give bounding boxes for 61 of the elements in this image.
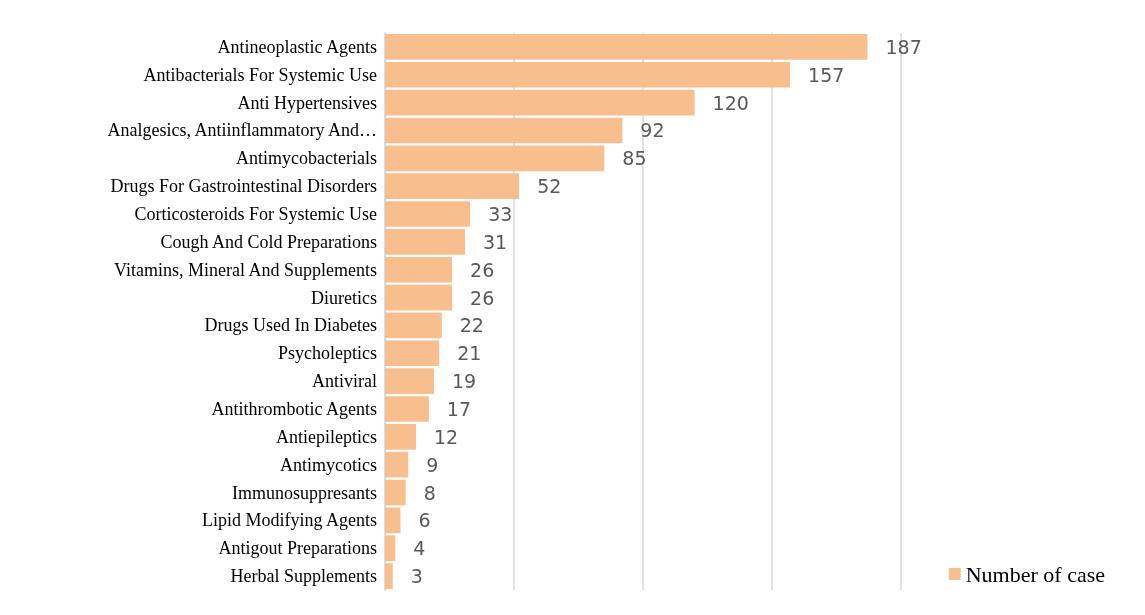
- bar: [385, 535, 396, 562]
- y-tick-label: Antibacterials For Systemic Use: [143, 64, 377, 85]
- bar: [385, 340, 440, 367]
- y-tick-label: Antigout Preparations: [218, 538, 377, 559]
- y-tick-label: Drugs Used In Diabetes: [204, 315, 377, 336]
- y-tick-label: Drugs For Gastrointestinal Disorders: [110, 176, 377, 197]
- y-tick-label: Herbal Supplements: [230, 566, 377, 587]
- bar: [385, 424, 416, 450]
- data-label: 157: [808, 63, 845, 86]
- data-label: 92: [640, 119, 665, 142]
- data-label: 17: [446, 397, 472, 420]
- bar: [385, 479, 406, 506]
- y-tick-label: Cough And Cold Preparations: [160, 231, 377, 252]
- y-tick-label: Lipid Modifying Agents: [202, 510, 377, 531]
- bar: [385, 117, 623, 144]
- data-label: 9: [426, 453, 439, 476]
- data-label: 8: [423, 481, 436, 504]
- bar: [385, 173, 520, 199]
- data-label: 187: [885, 35, 922, 58]
- bar: [385, 507, 401, 534]
- data-label: 26: [470, 286, 495, 309]
- bar: [385, 145, 605, 172]
- y-tick-label: Analgesics, Antiinflammatory And…: [107, 120, 377, 141]
- bar: [385, 396, 429, 422]
- bar: [385, 201, 471, 227]
- data-label: 52: [537, 175, 562, 198]
- bar: [385, 229, 465, 255]
- data-label: 4: [413, 537, 426, 560]
- y-tick-label: Psycholeptics: [278, 343, 377, 364]
- bar: [385, 61, 791, 88]
- bar: [385, 368, 435, 394]
- y-tick-label: Antiviral: [312, 371, 377, 392]
- y-tick-label: Antiepileptics: [276, 426, 377, 447]
- bar: [385, 284, 453, 311]
- y-tick-label: Corticosteroids For Systemic Use: [134, 204, 378, 225]
- data-label: 21: [457, 342, 482, 365]
- data-label: 6: [418, 509, 431, 532]
- data-label: 3: [410, 565, 423, 588]
- data-label: 120: [712, 91, 749, 114]
- bar: [385, 34, 868, 60]
- data-label: 26: [470, 258, 495, 281]
- y-tick-label: Diuretics: [311, 287, 377, 308]
- data-label: 85: [622, 147, 647, 170]
- bar: [385, 451, 409, 478]
- legend-label: Number of case: [965, 561, 1106, 587]
- y-tick-label: Immunosuppresants: [232, 482, 377, 503]
- data-label: 19: [452, 370, 477, 393]
- y-tick-label: Antimycotics: [280, 454, 377, 475]
- bar: [385, 89, 695, 116]
- y-tick-label: Antithrombotic Agents: [211, 398, 377, 419]
- y-tick-label: Vitamins, Mineral And Supplements: [114, 259, 377, 280]
- y-tick-label: Anti Hypertensives: [237, 92, 377, 113]
- data-label: 12: [433, 425, 459, 448]
- data-label: 33: [488, 203, 513, 226]
- bar: [385, 563, 393, 589]
- data-label: 22: [459, 314, 484, 337]
- y-tick-label: Antineoplastic Agents: [217, 36, 377, 57]
- bar: [385, 256, 453, 283]
- y-tick-label: Antimycobacterials: [236, 148, 377, 169]
- data-label: 31: [482, 230, 508, 253]
- bar: [385, 312, 442, 339]
